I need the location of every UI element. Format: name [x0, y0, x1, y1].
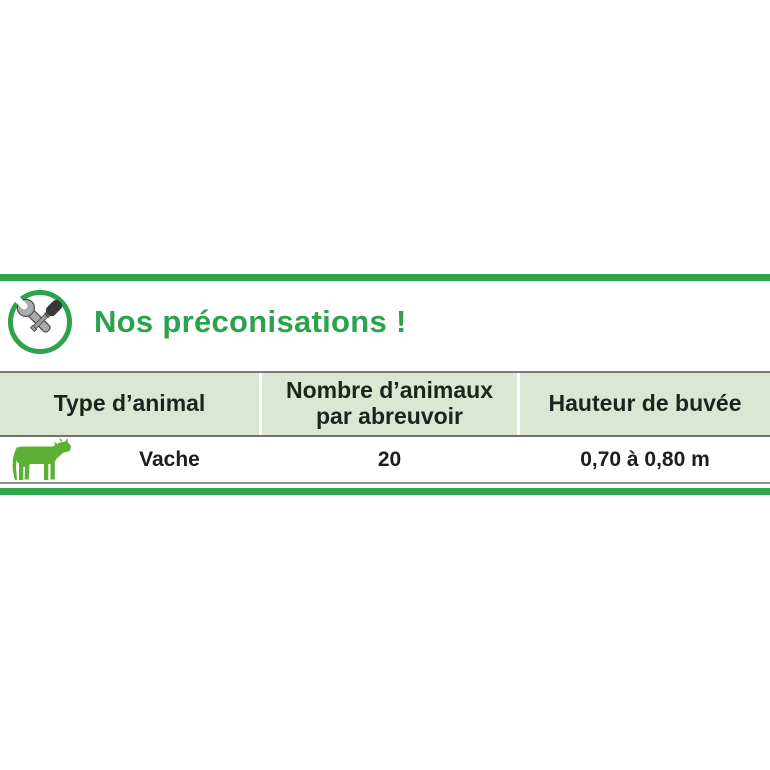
column-header-animal-type: Type d’animal [53, 390, 206, 417]
cell-animals-per-trough: 20 [377, 447, 402, 471]
tools-icon [8, 290, 72, 354]
section-title: Nos préconisations ! [94, 304, 407, 339]
cow-icon [12, 438, 71, 481]
section-header: Nos préconisations ! [7, 289, 407, 355]
animal-name: Vache [139, 447, 200, 471]
top-divider-bar [0, 274, 770, 281]
bottom-divider-bar [0, 488, 770, 495]
screwdriver-icon [29, 299, 63, 333]
column-header-drinking-height: Hauteur de buvée [517, 373, 770, 435]
cell-animal-type: Vache [0, 437, 259, 482]
table-row-vache: Vache 20 0,70 à 0,80 m [0, 437, 770, 484]
column-header-animals-per-trough: Nombre d’animaux par abreuvoir [259, 373, 517, 435]
table-header-row: Type d’animal Nombre d’animaux par abreu… [0, 371, 770, 437]
recommendations-table: Type d’animal Nombre d’animaux par abreu… [0, 371, 770, 484]
cell-drinking-height: 0,70 à 0,80 m [580, 447, 710, 471]
wrench-icon [14, 296, 51, 333]
